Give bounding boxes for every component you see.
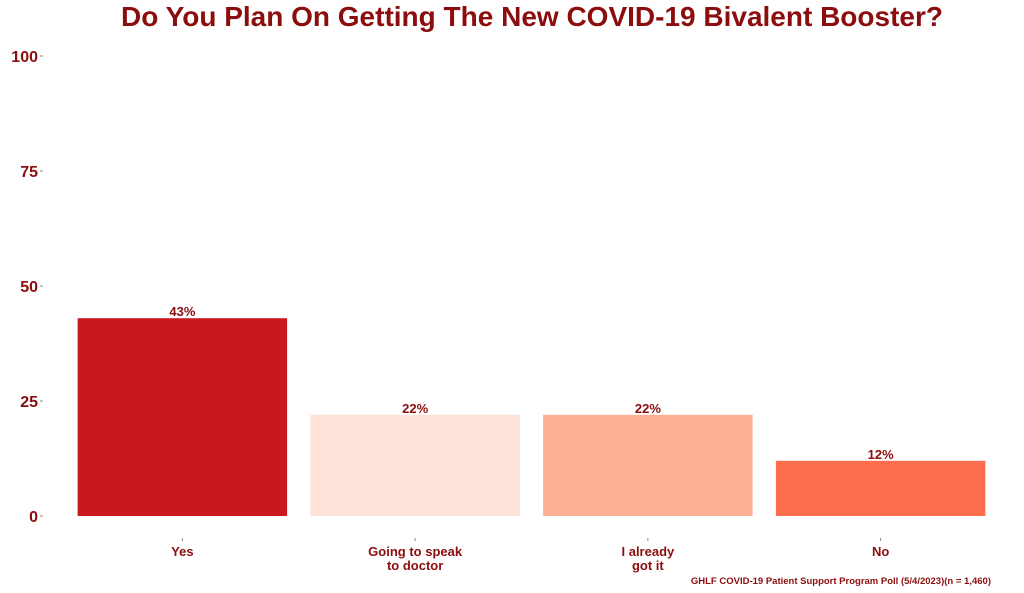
x-tick-label: Yes — [171, 544, 193, 559]
chart-caption: GHLF COVID-19 Patient Support Program Po… — [690, 576, 991, 587]
data-label: 22% — [635, 401, 661, 416]
y-tick-label: 75 — [20, 164, 38, 181]
x-axis: Yes Going to speak to doctor I already got i… — [171, 538, 889, 573]
y-axis: 0 25 50 75 100 — [11, 49, 43, 526]
data-label: 22% — [402, 401, 428, 416]
bar — [77, 318, 288, 516]
bar — [543, 414, 753, 516]
y-tick-label: 0 — [29, 509, 38, 526]
x-tick-label: Going to speak to doctor — [368, 544, 463, 573]
bar — [310, 414, 520, 516]
bars: 43% 22% 22% 12% — [77, 304, 986, 516]
data-label: 12% — [868, 447, 894, 462]
y-tick-label: 25 — [20, 394, 38, 411]
data-label: 43% — [169, 304, 195, 319]
y-tick-label: 100 — [11, 49, 38, 66]
x-tick-label: I already got it — [621, 544, 675, 573]
chart-title: Do You Plan On Getting The New COVID-19 … — [121, 1, 943, 32]
x-tick-label: No — [872, 544, 889, 559]
bar — [775, 460, 986, 516]
y-tick-label: 50 — [20, 279, 38, 296]
